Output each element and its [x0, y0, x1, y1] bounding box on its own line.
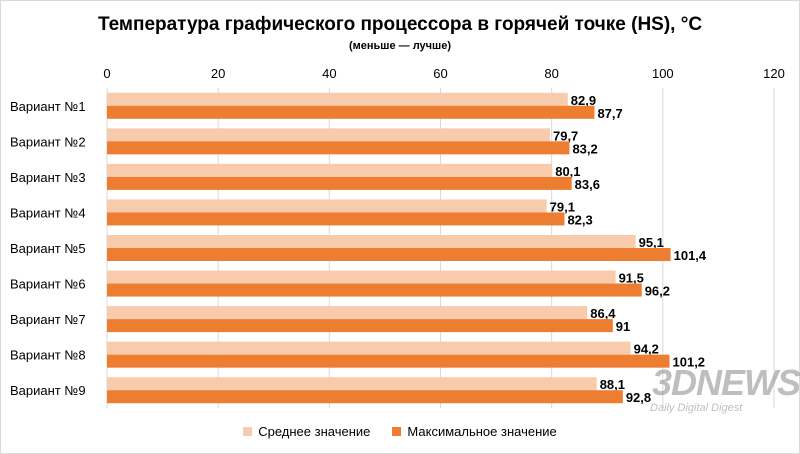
x-tick-label: 100 [652, 66, 674, 81]
data-label-max: 83,2 [572, 141, 597, 156]
legend-item-avg: Среднее значение [243, 424, 370, 439]
category-label: Вариант №6 [10, 277, 86, 292]
data-label-avg: 86,4 [590, 306, 616, 321]
chart-subtitle: (меньше — лучше) [348, 40, 452, 52]
x-tick-label: 20 [211, 66, 225, 81]
data-label-avg: 79,7 [553, 128, 578, 143]
category-label: Вариант №4 [10, 205, 86, 220]
watermark-brand: 3DNEWS [652, 362, 800, 403]
bar-avg [107, 270, 616, 284]
category-label: Вариант №5 [10, 241, 86, 256]
legend-label-max: Максимальное значение [407, 424, 557, 439]
data-label-max: 101,2 [673, 355, 706, 370]
bar-max [107, 176, 572, 190]
data-label-avg: 79,1 [550, 199, 575, 214]
bar-avg [107, 341, 631, 355]
x-tick-label: 60 [433, 66, 447, 81]
data-label-max: 83,6 [575, 177, 600, 192]
bar-max [107, 105, 595, 119]
data-label-avg: 82,9 [571, 93, 596, 108]
data-label-max: 87,7 [597, 106, 622, 121]
bar-max [107, 248, 671, 261]
data-label-max: 91 [616, 319, 630, 334]
bar-max [107, 319, 613, 333]
legend-swatch-max [392, 427, 402, 436]
watermark-tagline: Daily Digital Digest [650, 402, 743, 414]
legend-item-max: Максимальное значение [392, 424, 557, 439]
data-label-avg: 95,1 [639, 235, 664, 250]
x-tick-label: 0 [103, 66, 110, 81]
x-tick-label: 40 [322, 66, 336, 81]
category-label: Вариант №3 [10, 170, 86, 185]
bar-max [107, 283, 642, 297]
bar-max [107, 390, 623, 404]
data-label-avg: 80,1 [555, 164, 580, 179]
category-label: Вариант №2 [10, 134, 86, 149]
data-label-avg: 91,5 [619, 271, 644, 286]
data-label-max: 82,3 [567, 212, 592, 227]
category-label: Вариант №9 [10, 383, 86, 398]
data-label-max: 96,2 [645, 284, 670, 299]
data-label-avg: 94,2 [634, 342, 659, 357]
x-tick-label: 120 [763, 66, 785, 81]
data-label-max: 92,8 [626, 390, 651, 405]
bar-avg [107, 199, 547, 213]
chart-legend: Среднее значение Максимальное значение [0, 424, 800, 439]
bar-avg [107, 377, 597, 391]
bar-avg [107, 235, 636, 248]
bar-avg [107, 128, 550, 142]
legend-swatch-avg [243, 427, 253, 436]
chart-title: Температура графического процессора в го… [97, 14, 703, 35]
bar-max [107, 354, 670, 368]
category-label: Вариант №1 [10, 99, 86, 114]
bar-max [107, 141, 570, 155]
legend-label-avg: Среднее значение [258, 424, 371, 439]
data-label-avg: 88,1 [600, 377, 625, 392]
watermark-logo: 3DNEWS Daily Digital Digest [646, 362, 800, 422]
data-label-max: 101,4 [674, 248, 707, 263]
bar-avg [107, 163, 553, 177]
x-tick-label: 80 [544, 66, 558, 81]
category-label: Вариант №7 [10, 312, 86, 327]
category-label: Вариант №8 [10, 348, 86, 363]
bar-max [107, 212, 565, 226]
bar-avg [107, 92, 568, 106]
bar-avg [107, 306, 588, 320]
